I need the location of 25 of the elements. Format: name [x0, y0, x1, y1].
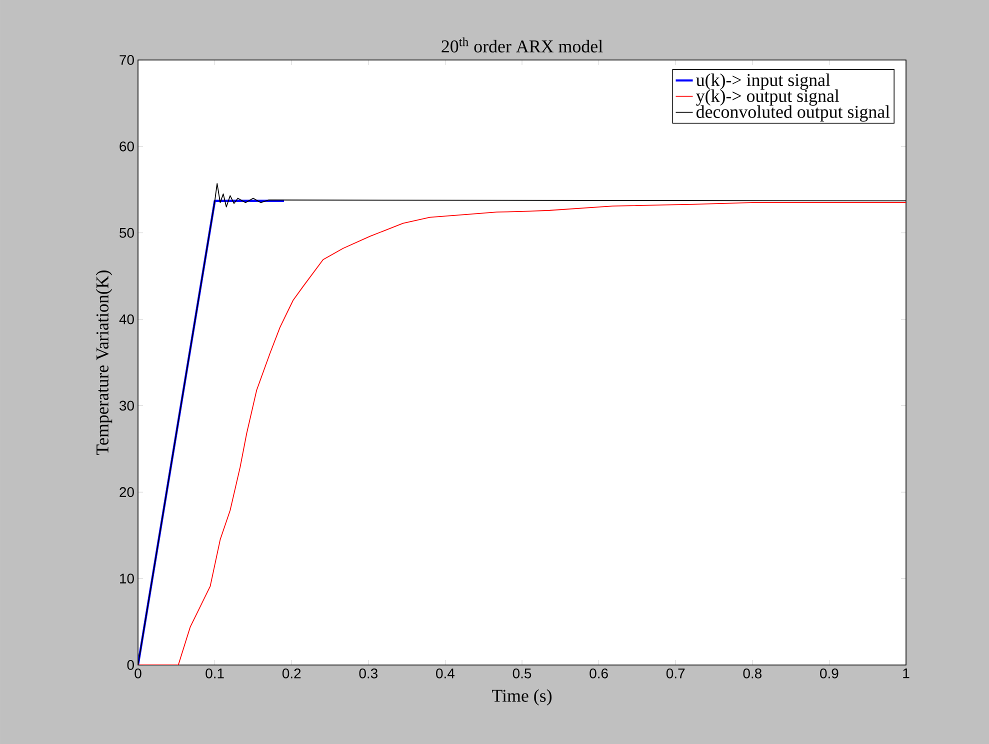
y-tick-label: 60 — [120, 141, 134, 152]
y-tick-label: 20 — [120, 487, 134, 498]
legend-label: u(k)-> input signal — [696, 73, 830, 90]
x-tick-label: 0.3 — [359, 668, 378, 678]
x-tick-label: 0.2 — [282, 668, 301, 678]
chart-title: 20$^{th}$ order ARX model — [442, 37, 603, 52]
y-axis-title: Temperature Variation(K) — [96, 270, 112, 455]
y-tick-label: 40 — [119, 314, 134, 324]
legend-label: y(k)-> output signal — [696, 89, 840, 106]
x-tick-label: 1 — [903, 668, 910, 678]
y-tick-label: 70 — [120, 55, 134, 65]
x-tick-label: 0.4 — [436, 668, 454, 678]
x-tick-label: 0.6 — [590, 668, 608, 678]
x-tick-label: 0.9 — [820, 668, 838, 678]
legend-label: deconvoluted output signal — [696, 105, 890, 122]
y-tick-label: 0 — [127, 660, 134, 670]
y-tick-label: 10 — [120, 574, 134, 584]
x-tick-label: 0.1 — [206, 668, 224, 678]
y-tick-label: 50 — [120, 228, 134, 238]
x-axis-title: Time (s) — [492, 689, 552, 706]
x-tick-label: 0.8 — [743, 668, 762, 678]
x-tick-label: 0 — [134, 668, 142, 678]
x-tick-label: 0.7 — [666, 668, 685, 678]
y-tick-label: 30 — [120, 400, 134, 411]
x-tick-label: 0.5 — [512, 668, 532, 678]
